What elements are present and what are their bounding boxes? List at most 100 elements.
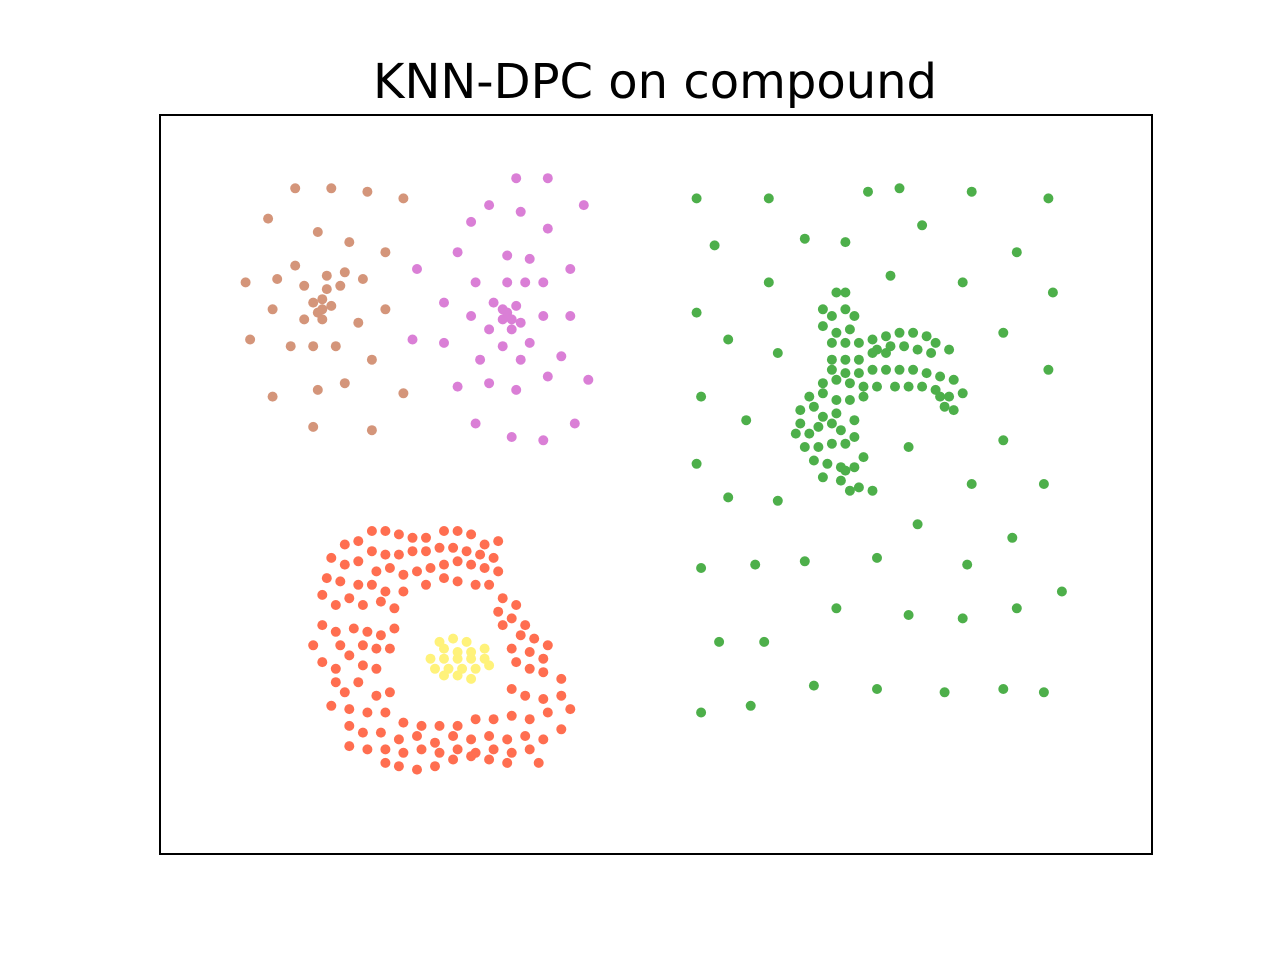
cluster-4-point <box>542 640 553 651</box>
cluster-2-point <box>470 418 481 429</box>
cluster-4-point <box>484 731 495 741</box>
cluster-5-point <box>452 670 463 681</box>
cluster-4-point <box>384 563 395 573</box>
cluster-3-point <box>885 270 896 281</box>
cluster-2-point <box>542 173 553 184</box>
cluster-4-point <box>330 677 341 688</box>
cluster-4-point <box>538 653 549 664</box>
cluster-3-point <box>966 479 977 489</box>
cluster-3-point <box>696 391 707 402</box>
cluster-3-point <box>962 559 973 570</box>
cluster-3-point <box>894 183 905 194</box>
cluster-3-point <box>831 395 842 405</box>
cluster-2-point <box>407 334 418 345</box>
cluster-3-point <box>696 563 707 573</box>
cluster-4-point <box>511 600 522 610</box>
cluster-3-point <box>957 277 968 288</box>
cluster-4-point <box>488 552 499 563</box>
cluster-4-point <box>538 694 549 704</box>
cluster-1-point <box>326 300 337 311</box>
cluster-2-point <box>515 206 526 217</box>
cluster-4-point <box>506 613 517 624</box>
cluster-5-point <box>448 633 459 644</box>
cluster-3-point <box>998 435 1009 446</box>
cluster-4-point <box>506 747 517 758</box>
cluster-4-point <box>398 717 409 728</box>
cluster-1-point <box>380 304 391 315</box>
cluster-3-point <box>840 304 851 315</box>
cluster-1-point <box>380 247 391 258</box>
cluster-3-point <box>903 442 914 452</box>
cluster-4-point <box>393 549 404 560</box>
cluster-3-point <box>817 378 828 389</box>
cluster-2-point <box>542 223 553 234</box>
cluster-4-point <box>452 526 463 536</box>
cluster-4-point <box>398 586 409 597</box>
cluster-4-point <box>357 640 368 651</box>
cluster-5-point <box>430 663 440 674</box>
cluster-4-point <box>384 687 395 698</box>
cluster-3-point <box>799 442 810 452</box>
cluster-5-point <box>479 643 490 654</box>
cluster-4-point <box>533 757 544 768</box>
cluster-5-point <box>425 653 436 664</box>
cluster-3-point <box>1056 586 1067 597</box>
cluster-4-point <box>371 663 382 674</box>
cluster-4-point <box>384 643 395 654</box>
cluster-4-group <box>308 526 576 775</box>
cluster-4-point <box>565 704 576 715</box>
cluster-4-point <box>407 546 418 557</box>
cluster-1-point <box>299 280 310 291</box>
cluster-3-point <box>795 405 806 416</box>
cluster-4-point <box>421 546 431 557</box>
cluster-2-point <box>565 264 576 274</box>
cluster-3-point <box>691 193 702 204</box>
cluster-4-point <box>380 744 391 755</box>
cluster-5-point <box>466 653 477 664</box>
cluster-3-point <box>790 428 801 439</box>
cluster-3-point <box>944 391 955 402</box>
cluster-3-point <box>1011 247 1022 258</box>
cluster-4-point <box>470 579 481 590</box>
cluster-3-point <box>908 327 919 338</box>
cluster-3-point <box>957 613 968 624</box>
cluster-4-point <box>439 573 449 584</box>
cluster-3-point <box>881 348 891 358</box>
cluster-1-point <box>339 378 350 389</box>
cluster-1-point <box>312 227 323 237</box>
cluster-2-point <box>470 277 481 288</box>
cluster-3-point <box>772 348 783 358</box>
cluster-3-point <box>881 364 891 375</box>
cluster-4-point <box>375 596 386 607</box>
cluster-1-point <box>290 183 301 194</box>
cluster-4-point <box>344 741 355 752</box>
cluster-3-point <box>912 344 923 355</box>
cluster-1-point <box>267 391 278 402</box>
cluster-2-group <box>407 173 594 446</box>
cluster-3-point <box>831 603 842 614</box>
cluster-3-point <box>849 462 860 473</box>
cluster-3-point <box>808 680 819 691</box>
cluster-2-point <box>475 354 486 365</box>
cluster-2-point <box>565 311 576 321</box>
cluster-4-point <box>448 754 459 765</box>
cluster-5-point <box>461 636 472 647</box>
cluster-4-point <box>380 549 391 560</box>
cluster-4-point <box>344 593 355 604</box>
cluster-3-point <box>831 374 842 385</box>
cluster-2-point <box>506 432 517 442</box>
cluster-4-point <box>330 663 341 674</box>
cluster-3-point <box>944 344 955 355</box>
cluster-4-point <box>339 539 350 550</box>
cluster-1-point <box>326 183 337 194</box>
cluster-4-point <box>339 687 350 698</box>
cluster-4-point <box>542 707 553 718</box>
cluster-3-point <box>826 438 837 449</box>
plot-area-frame <box>159 114 1153 855</box>
cluster-1-point <box>272 274 283 284</box>
cluster-1-point <box>344 237 355 248</box>
cluster-5-point <box>466 673 477 684</box>
cluster-3-point <box>926 348 937 358</box>
cluster-5-point <box>439 670 449 681</box>
